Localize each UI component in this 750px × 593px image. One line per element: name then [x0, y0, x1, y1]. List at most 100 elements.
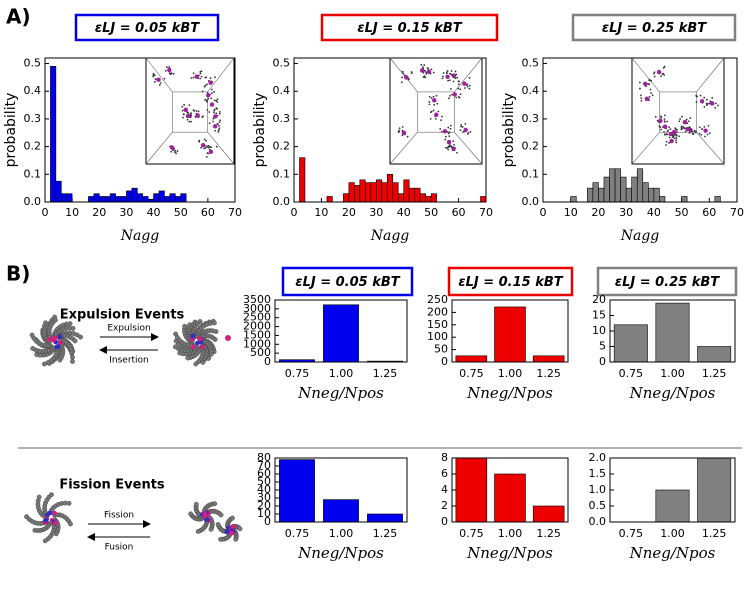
x-tick-label: 20 [591, 206, 605, 219]
inset-particle [454, 70, 457, 73]
inset-edge [389, 132, 418, 165]
inset-particle [182, 113, 185, 115]
inset-particle [207, 146, 210, 149]
inset-particle [666, 120, 669, 123]
inset-particle [668, 142, 670, 144]
bead [42, 361, 47, 367]
inset-particle [216, 108, 219, 110]
inset-core [662, 124, 668, 129]
inset-particle [210, 97, 213, 100]
core-bead [190, 333, 196, 339]
bar [359, 179, 366, 203]
inset-core [445, 74, 450, 79]
y-tick-label: 40 [257, 483, 271, 496]
y-tick-label: 0 [441, 355, 448, 368]
inset-particle [159, 82, 162, 84]
core-bead [47, 336, 53, 342]
inset-particle [464, 123, 467, 125]
inset-particle [213, 99, 216, 102]
inset-particle [450, 87, 452, 90]
inset-particle [201, 116, 204, 119]
inset-particle [669, 128, 672, 131]
inset-particle [192, 72, 195, 75]
inset-particle [207, 152, 210, 155]
inset-particle [217, 129, 220, 132]
inset-edge [696, 57, 725, 93]
bar [169, 193, 176, 203]
y-tick-label: 0 [264, 355, 271, 368]
x-axis-label: Nneg/Npos [297, 384, 384, 402]
inset-particle [709, 132, 711, 134]
bead [188, 511, 194, 517]
inset-particle [218, 121, 221, 124]
inset-particle [430, 68, 433, 71]
inset-particle [186, 118, 189, 121]
inset-particle [213, 108, 216, 111]
bar [397, 193, 405, 203]
inset-particle [190, 120, 193, 123]
inset-particle [675, 137, 678, 139]
inset-particle [170, 150, 173, 153]
x-tick-label: 0.75 [285, 527, 310, 540]
inset-box [659, 91, 697, 133]
bead [29, 332, 35, 338]
inset-particle [700, 134, 703, 136]
inset-particle [685, 118, 688, 121]
bar [625, 187, 632, 203]
bar [455, 355, 488, 363]
x-tick-label: 0 [42, 206, 49, 219]
core-bead [200, 344, 206, 350]
y-tick-label: 0 [264, 515, 271, 528]
y-tick-label: 1000 [243, 337, 271, 350]
bar [648, 187, 655, 203]
y-tick-label: 10 [257, 507, 271, 520]
inset-particle [469, 131, 472, 133]
inset-edge [207, 57, 235, 93]
inset-particle [454, 77, 457, 80]
inset-particle [695, 101, 698, 104]
bead [52, 317, 58, 323]
inset-particle [659, 126, 662, 129]
inset-particle [687, 120, 690, 123]
x-axis-label: Nneg/Npos [297, 544, 384, 562]
inset-particle [714, 102, 717, 105]
inset-particle [425, 72, 428, 75]
core-bead [197, 336, 203, 342]
y-tick-label: 0.1 [273, 167, 291, 180]
inset-particle [192, 109, 195, 111]
bead [74, 332, 80, 338]
inset-particle [424, 70, 426, 72]
core-bead [52, 335, 58, 341]
inset-particle [154, 80, 156, 83]
arrow-label: Expulsion [107, 324, 150, 334]
inset-particle [691, 133, 694, 135]
inset-particle [205, 145, 208, 148]
bead [72, 338, 78, 344]
inset-particle [165, 66, 168, 68]
inset-particle [706, 98, 708, 101]
inset-edge [631, 57, 660, 93]
bar [375, 179, 383, 203]
scheme-title: Fission Events [59, 478, 165, 493]
inset-particle [173, 151, 176, 153]
inset-particle [467, 132, 470, 134]
inset-particle [207, 144, 210, 147]
title-box [571, 13, 737, 42]
bar [55, 180, 62, 203]
inset-particle [665, 144, 667, 146]
chart-title: εLJ = 0.05 kBT [295, 275, 400, 290]
bar [367, 513, 403, 523]
inset-particle [218, 125, 220, 127]
y-tick-label: 3000 [243, 302, 271, 315]
inset-particle [168, 72, 171, 74]
inset-particle [205, 100, 208, 103]
inset-core [658, 118, 663, 123]
bar [88, 196, 95, 203]
bead [172, 344, 178, 350]
bead [218, 512, 224, 518]
bar [136, 193, 144, 203]
inset-core [462, 81, 467, 86]
bead [237, 526, 243, 532]
y-tick-label: 60 [257, 467, 271, 480]
